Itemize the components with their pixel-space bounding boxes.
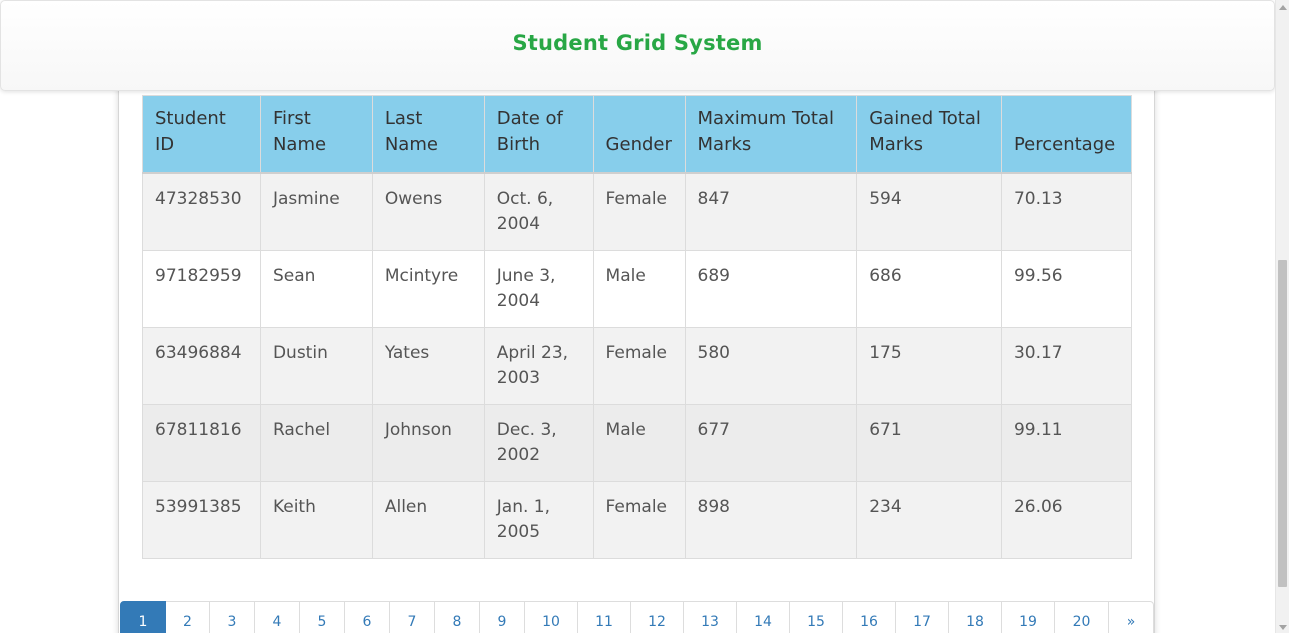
student-table: Student ID First Name Last Name Date of … (142, 95, 1133, 559)
column-header-maximum-total-marks[interactable]: Maximum Total Marks (684, 95, 858, 174)
column-header-date-of-birth[interactable]: Date of Birth (483, 95, 594, 174)
page-link-19[interactable]: 19 (1002, 601, 1055, 633)
page-link-9[interactable]: 9 (480, 601, 525, 633)
table-row: 63496884 Dustin Yates April 23, 2003 Fem… (142, 326, 1133, 405)
scroll-down-arrow-icon[interactable] (1279, 625, 1287, 630)
cell-date-of-birth: Oct. 6, 2004 (483, 172, 594, 251)
table-row: 97182959 Sean Mcintyre June 3, 2004 Male… (142, 249, 1133, 328)
cell-gained-total-marks: 671 (856, 403, 1002, 482)
cell-percentage: 70.13 (1000, 172, 1133, 251)
page-link-4[interactable]: 4 (255, 601, 300, 633)
cell-date-of-birth: June 3, 2004 (483, 249, 594, 328)
column-header-student-id[interactable]: Student ID (142, 95, 261, 174)
cell-first-name: Sean (259, 249, 373, 328)
cell-gender: Female (592, 172, 686, 251)
page-link-7[interactable]: 7 (390, 601, 435, 633)
cell-student-id: 67811816 (142, 403, 261, 482)
cell-last-name: Yates (371, 326, 485, 405)
cell-last-name: Johnson (371, 403, 485, 482)
cell-first-name: Rachel (259, 403, 373, 482)
page-link-13[interactable]: 13 (684, 601, 737, 633)
page-link-2[interactable]: 2 (166, 601, 210, 633)
page-link-18[interactable]: 18 (949, 601, 1002, 633)
page-link-12[interactable]: 12 (631, 601, 684, 633)
cell-last-name: Mcintyre (371, 249, 485, 328)
table-row: 67811816 Rachel Johnson Dec. 3, 2002 Mal… (142, 403, 1133, 482)
cell-percentage: 26.06 (1000, 480, 1133, 559)
cell-first-name: Jasmine (259, 172, 373, 251)
cell-percentage: 99.56 (1000, 249, 1133, 328)
cell-student-id: 63496884 (142, 326, 261, 405)
cell-maximum-total-marks: 580 (684, 326, 858, 405)
column-header-percentage[interactable]: Percentage (1000, 95, 1133, 174)
cell-maximum-total-marks: 689 (684, 249, 858, 328)
cell-date-of-birth: April 23, 2003 (483, 326, 594, 405)
cell-maximum-total-marks: 847 (684, 172, 858, 251)
scrollbar-thumb[interactable] (1278, 260, 1287, 587)
cell-gender: Female (592, 326, 686, 405)
page-title: Student Grid System (512, 31, 763, 55)
table-row: 47328530 Jasmine Owens Oct. 6, 2004 Fema… (142, 172, 1133, 251)
cell-gender: Male (592, 403, 686, 482)
cell-gender: Female (592, 480, 686, 559)
page-link-5[interactable]: 5 (300, 601, 345, 633)
cell-percentage: 30.17 (1000, 326, 1133, 405)
page-link-11[interactable]: 11 (578, 601, 631, 633)
cell-last-name: Allen (371, 480, 485, 559)
column-header-gained-total-marks[interactable]: Gained Total Marks (856, 95, 1002, 174)
page-link-6[interactable]: 6 (345, 601, 390, 633)
cell-gained-total-marks: 686 (856, 249, 1002, 328)
cell-student-id: 47328530 (142, 172, 261, 251)
next-page-link[interactable]: » (1109, 601, 1154, 633)
page-link-3[interactable]: 3 (210, 601, 255, 633)
page-header: Student Grid System (0, 0, 1275, 91)
cell-first-name: Keith (259, 480, 373, 559)
pagination: 1 2 3 4 5 6 7 8 9 10 11 12 13 14 15 16 1… (120, 601, 1154, 633)
cell-date-of-birth: Jan. 1, 2005 (483, 480, 594, 559)
cell-date-of-birth: Dec. 3, 2002 (483, 403, 594, 482)
cell-first-name: Dustin (259, 326, 373, 405)
page-link-17[interactable]: 17 (896, 601, 949, 633)
cell-maximum-total-marks: 677 (684, 403, 858, 482)
table-header-row: Student ID First Name Last Name Date of … (142, 95, 1133, 174)
page-link-14[interactable]: 14 (737, 601, 790, 633)
cell-gained-total-marks: 234 (856, 480, 1002, 559)
page-link-16[interactable]: 16 (843, 601, 896, 633)
column-header-gender[interactable]: Gender (592, 95, 686, 174)
page-link-10[interactable]: 10 (525, 601, 578, 633)
page-link-8[interactable]: 8 (435, 601, 480, 633)
page-link-15[interactable]: 15 (790, 601, 843, 633)
scroll-up-arrow-icon[interactable] (1279, 5, 1287, 10)
cell-last-name: Owens (371, 172, 485, 251)
page-link-20[interactable]: 20 (1055, 601, 1109, 633)
cell-gained-total-marks: 175 (856, 326, 1002, 405)
column-header-first-name[interactable]: First Name (259, 95, 373, 174)
column-header-last-name[interactable]: Last Name (371, 95, 485, 174)
cell-student-id: 97182959 (142, 249, 261, 328)
cell-gender: Male (592, 249, 686, 328)
cell-percentage: 99.11 (1000, 403, 1133, 482)
cell-gained-total-marks: 594 (856, 172, 1002, 251)
page-link-1[interactable]: 1 (120, 601, 166, 633)
cell-student-id: 53991385 (142, 480, 261, 559)
table-row: 53991385 Keith Allen Jan. 1, 2005 Female… (142, 480, 1133, 559)
vertical-scrollbar[interactable] (1275, 0, 1289, 633)
cell-maximum-total-marks: 898 (684, 480, 858, 559)
